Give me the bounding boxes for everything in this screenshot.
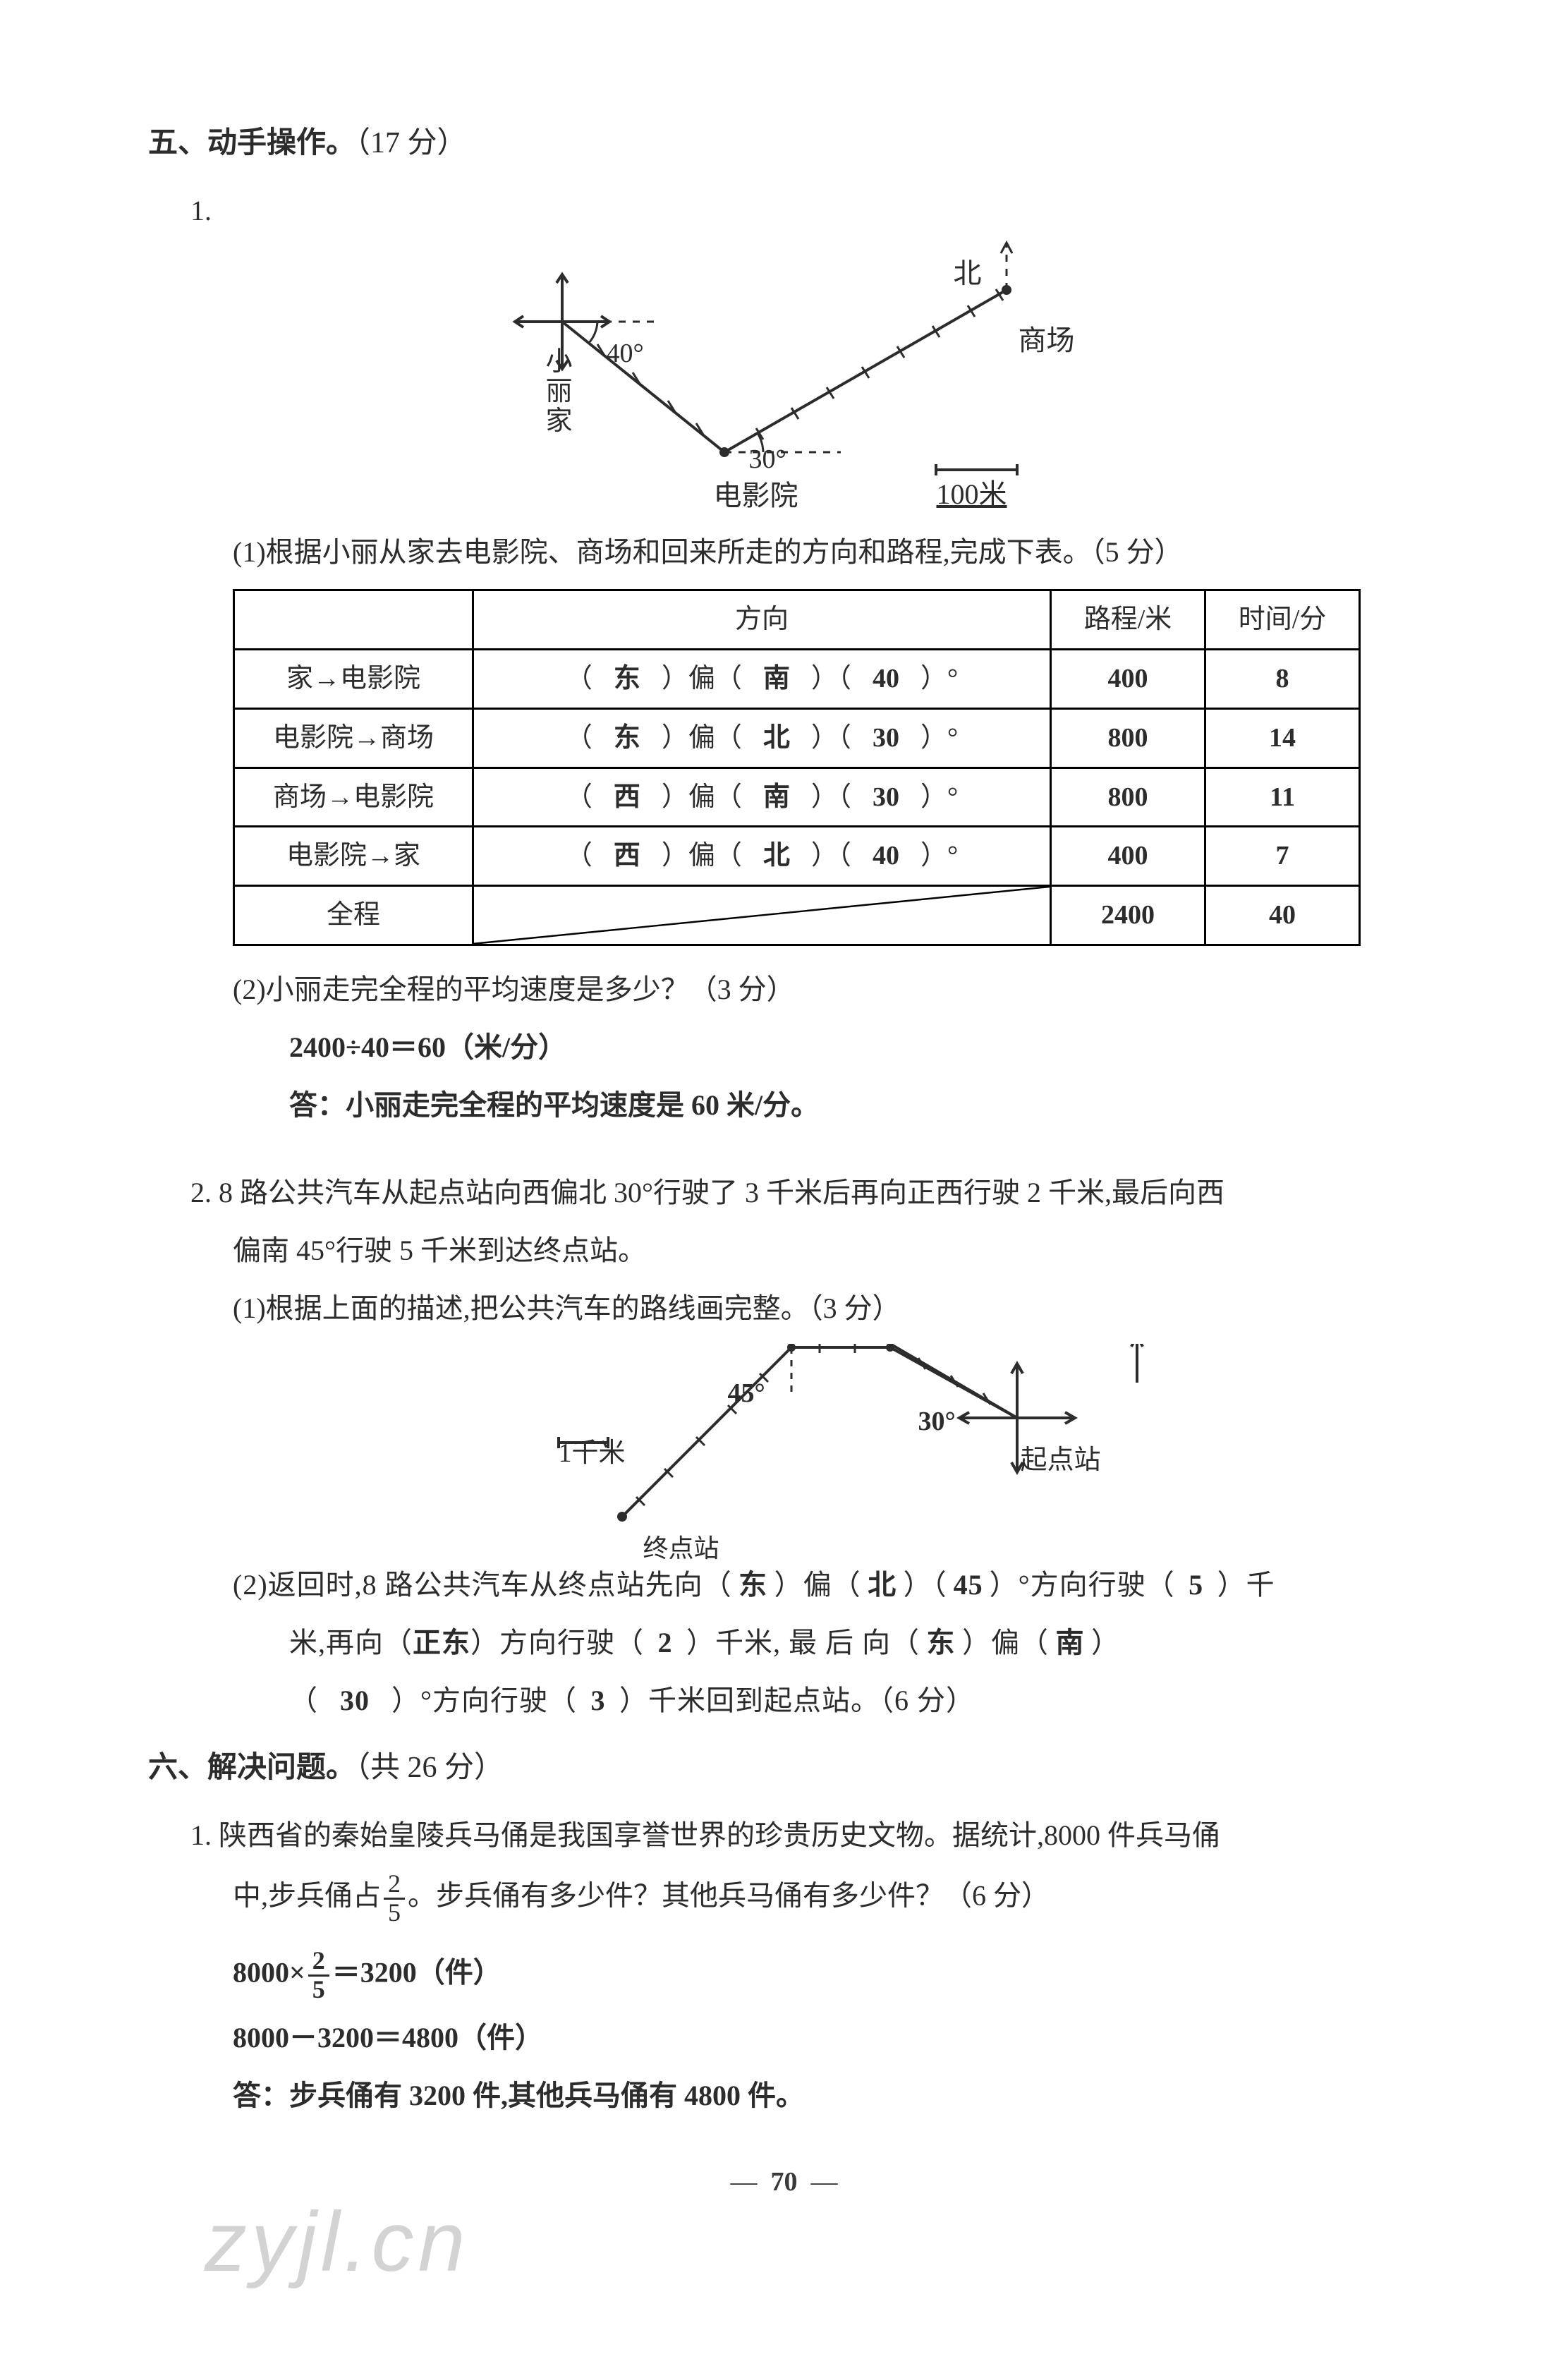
q2-stem-b: 偏南 45°行驶 5 千米到达终点站。 bbox=[233, 1228, 1420, 1273]
q1-p2-prompt: (2)小丽走完全程的平均速度是多少？（3 分） bbox=[233, 967, 1420, 1012]
q2-p1-prompt: (1)根据上面的描述,把公共汽车的路线画完整。（3 分） bbox=[233, 1286, 1420, 1331]
table-row: 家→电影院 （ 东 ）偏（ 南 ）（ 40 ）° 400 8 bbox=[234, 649, 1360, 708]
s6-q1-line1: 1. 陕西省的秦始皇陵兵马俑是我国享誉世界的珍贵历史文物。据统计,8000 件兵… bbox=[190, 1813, 1420, 1858]
s6-q1-line2: 中,步兵俑占25。步兵俑有多少件？其他兵马俑有多少件？（6 分） bbox=[233, 1871, 1420, 1927]
q1-p1-prompt: (1)根据小丽从家去电影院、商场和回来所走的方向和路程,完成下表。（5 分） bbox=[233, 530, 1420, 575]
dir-cell: （ 东 ）偏（ 南 ）（ 40 ）° bbox=[473, 649, 1051, 708]
s6-q1-number: 1. bbox=[190, 1819, 212, 1851]
diagonal-cell bbox=[473, 886, 1051, 945]
s6-q1-stem-a: 陕西省的秦始皇陵兵马俑是我国享誉世界的珍贵历史文物。据统计,8000 件兵马俑 bbox=[219, 1819, 1220, 1851]
section-five-title: 五、动手操作。 bbox=[148, 127, 355, 159]
table-row-total: 全程 2400 40 bbox=[234, 886, 1360, 945]
d1-north: 北 bbox=[954, 251, 982, 296]
q2-stem-a: 8 路公共汽车从起点站向西偏北 30°行驶了 3 千米后再向正西行驶 2 千米,… bbox=[219, 1177, 1224, 1208]
fraction-icon: 25 bbox=[384, 1871, 405, 1927]
s6-q1-calc2: 8000－3200＝4800（件） bbox=[233, 2015, 1420, 2061]
total-dist: 2400 bbox=[1051, 886, 1205, 945]
table-row: 商场→电影院 （ 西 ）偏（ 南 ）（ 30 ）° 800 11 bbox=[234, 768, 1360, 827]
th-time: 时间/分 bbox=[1205, 590, 1360, 650]
time-cell: 8 bbox=[1205, 649, 1360, 708]
d2-angle45: 45° bbox=[728, 1372, 765, 1415]
dist-cell: 400 bbox=[1051, 649, 1205, 708]
section-five-points: （17 分） bbox=[355, 127, 467, 159]
q2-number: 2. bbox=[190, 1177, 212, 1208]
total-time: 40 bbox=[1205, 886, 1360, 945]
q1-p2-calc: 2400÷40＝60（米/分） bbox=[289, 1025, 1420, 1070]
d2-start: 起点站 bbox=[1021, 1439, 1101, 1482]
table-row: 电影院→商场 （ 东 ）偏（ 北 ）（ 30 ）° 800 14 bbox=[234, 708, 1360, 768]
d2-angle30: 30° bbox=[918, 1400, 956, 1443]
section-six-heading: 六、解决问题。（共 26 分） bbox=[148, 1745, 1420, 1792]
q1-number: 1. bbox=[190, 188, 1420, 233]
q1-p2-ans: 答：小丽走完全程的平均速度是 60 米/分。 bbox=[289, 1083, 1420, 1128]
q2-p2-line3: （ 30 ）°方向行驶（3）千米回到起点站。（6 分） bbox=[289, 1678, 1420, 1723]
d2-scale: 1千米 bbox=[559, 1432, 626, 1475]
th-dist: 路程/米 bbox=[1051, 590, 1205, 650]
d1-angle40: 40° bbox=[607, 332, 644, 375]
th-direction: 方向 bbox=[473, 590, 1051, 650]
q2-diagram bbox=[148, 1344, 1420, 1541]
s6-q1-calc1: 8000×25＝3200（件） bbox=[233, 1948, 1420, 2003]
d1-mall: 商场 bbox=[1019, 318, 1075, 363]
q2-line1: 2. 8 路公共汽车从起点站向西偏北 30°行驶了 3 千米后再向正西行驶 2 … bbox=[190, 1170, 1420, 1215]
q1-table: 方向 路程/米 时间/分 家→电影院 （ 东 ）偏（ 南 ）（ 40 ）° 40… bbox=[233, 589, 1361, 946]
table-row: 电影院→家 （ 西 ）偏（ 北 ）（ 40 ）° 400 7 bbox=[234, 827, 1360, 886]
d1-scale: 100米 bbox=[937, 472, 1007, 517]
page-number: 70 bbox=[771, 2167, 798, 2197]
watermark-text: zyjl.cn bbox=[205, 2174, 469, 2310]
section-six-title: 六、解决问题。 bbox=[148, 1752, 355, 1784]
s6-q1-ans: 答：步兵俑有 3200 件,其他兵马俑有 4800 件。 bbox=[233, 2073, 1420, 2118]
d1-angle30: 30° bbox=[749, 438, 786, 481]
q2-p2-line2: 米,再向（正东）方向行驶（2）千米, 最 后 向（东）偏（南） bbox=[289, 1620, 1420, 1666]
fraction-icon: 25 bbox=[308, 1948, 329, 2003]
section-five-heading: 五、动手操作。（17 分） bbox=[148, 120, 1420, 167]
section-six-points: （共 26 分） bbox=[355, 1752, 504, 1784]
route-cell: 家→电影院 bbox=[234, 649, 473, 708]
total-label: 全程 bbox=[234, 886, 473, 945]
d1-home: 小 丽 家 bbox=[546, 348, 573, 436]
q2-p2-line1: (2)返回时,8 路公共汽车从终点站先向（东）偏（北）（45）°方向行驶（5）千 bbox=[233, 1563, 1420, 1608]
d2-end: 终点站 bbox=[643, 1529, 719, 1570]
